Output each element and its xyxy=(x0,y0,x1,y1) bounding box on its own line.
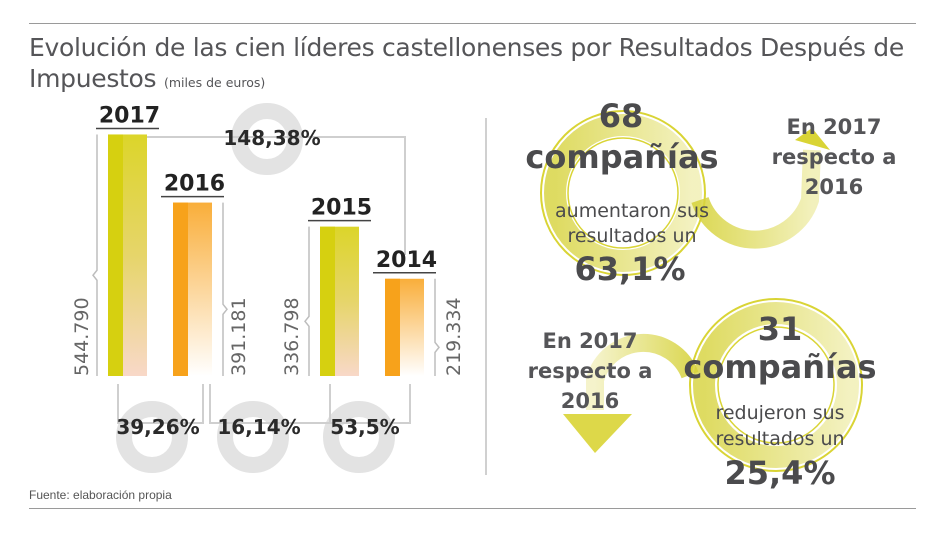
bar-shade-2014 xyxy=(385,278,400,376)
down-arrow-arc xyxy=(586,333,699,410)
bottom-rule xyxy=(29,508,916,509)
comparison-connector xyxy=(329,384,411,424)
bar-group xyxy=(108,134,424,376)
bar-shade-2017 xyxy=(108,134,123,376)
comparison-ring xyxy=(217,401,289,473)
increase-note-line3: 2016 xyxy=(805,175,863,199)
increase-note-line2: respecto a xyxy=(772,145,897,169)
ring-group xyxy=(116,103,395,473)
comparison-connector xyxy=(117,384,204,424)
increase-line1: aumentaron sus xyxy=(555,200,709,222)
comparison-ring xyxy=(323,401,395,473)
year-label-2016: 2016 xyxy=(164,172,225,197)
value-bracket-2016 xyxy=(222,202,228,376)
comparison-label: 53,5% xyxy=(330,415,399,439)
decrease-note-line3: 2016 xyxy=(561,389,619,413)
increase-ring-outer xyxy=(540,110,706,276)
unit-label: (miles de euros) xyxy=(163,75,266,90)
increase-panel: 68 compañías aumentaron sus resultados u… xyxy=(525,97,896,288)
year-label-2017: 2017 xyxy=(99,103,160,128)
label-group: 2017 544.790 2016 391.181 2015 336.798 2014 219… xyxy=(71,103,465,439)
title-text: Evolución de las cien líderes castellone… xyxy=(29,33,904,93)
value-label-2015: 336.798 xyxy=(281,297,303,376)
value-bracket-2017 xyxy=(92,134,98,376)
value-label-2017: 544.790 xyxy=(71,297,93,376)
overall-comparison-label: 148,38% xyxy=(223,126,320,150)
decrease-note-line2: respecto a xyxy=(528,359,653,383)
increase-line2: resultados un xyxy=(567,225,696,247)
year-label-2015: 2015 xyxy=(311,196,372,221)
increase-percent: 63,1% xyxy=(574,250,685,288)
overall-ring xyxy=(231,103,303,175)
increase-ring-band xyxy=(544,114,702,272)
value-bracket-2014 xyxy=(434,278,440,376)
up-arrow-head xyxy=(795,128,830,150)
year-label-2014: 2014 xyxy=(376,248,437,273)
decrease-ring-outer xyxy=(689,298,863,472)
increase-unit: compañías xyxy=(525,138,718,176)
decrease-line1: redujeron sus xyxy=(715,402,844,424)
value-bracket-2015 xyxy=(304,226,310,376)
decrease-count: 31 xyxy=(758,310,803,348)
decrease-ring-inner xyxy=(717,326,835,444)
value-label-2014: 219.334 xyxy=(443,297,465,376)
decrease-percent: 25,4% xyxy=(724,454,835,492)
down-arrow-head xyxy=(563,414,632,453)
top-rule xyxy=(29,23,916,24)
up-arrow-arc xyxy=(691,149,821,249)
comparison-ring xyxy=(116,401,188,473)
chart-title: Evolución de las cien líderes castellone… xyxy=(29,32,909,98)
comparison-label: 16,14% xyxy=(217,415,300,439)
bar-shade-2015 xyxy=(320,226,335,376)
value-label-2016: 391.181 xyxy=(228,297,250,376)
decrease-line2: resultados un xyxy=(715,428,844,450)
increase-ring-inner xyxy=(567,137,679,249)
connector-group xyxy=(117,136,411,424)
decrease-note-line1: En 2017 xyxy=(542,329,637,353)
comparison-label: 39,26% xyxy=(116,415,199,439)
decrease-unit: compañías xyxy=(683,348,876,386)
increase-note-line1: En 2017 xyxy=(786,115,881,139)
decrease-panel: 31 compañías redujeron sus resultados un… xyxy=(528,298,877,492)
bar-shade-2016 xyxy=(173,202,188,376)
source-note: Fuente: elaboración propia xyxy=(29,488,172,502)
decrease-ring-band xyxy=(693,302,859,468)
increase-count: 68 xyxy=(599,97,644,135)
